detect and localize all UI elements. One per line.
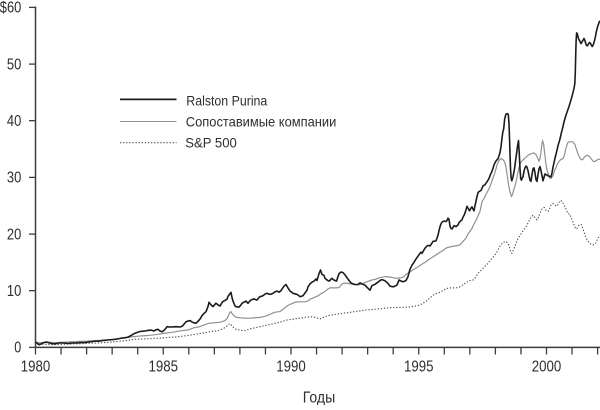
svg-text:Годы: Годы bbox=[303, 389, 336, 405]
svg-text:1995: 1995 bbox=[404, 359, 434, 376]
svg-text:1985: 1985 bbox=[148, 359, 178, 376]
svg-text:S&P 500: S&P 500 bbox=[185, 135, 237, 151]
svg-text:1980: 1980 bbox=[21, 359, 51, 376]
svg-text:20: 20 bbox=[7, 226, 21, 243]
svg-text:40: 40 bbox=[7, 113, 21, 130]
svg-text:$60: $60 bbox=[0, 0, 21, 17]
svg-text:30: 30 bbox=[7, 170, 21, 187]
svg-text:2000: 2000 bbox=[532, 359, 562, 376]
svg-text:1990: 1990 bbox=[276, 359, 306, 376]
svg-text:10: 10 bbox=[7, 283, 21, 300]
svg-text:Сопоставимые компании: Сопоставимые компании bbox=[186, 113, 336, 129]
svg-text:Ralston Purina: Ralston Purina bbox=[186, 93, 267, 109]
svg-text:50: 50 bbox=[7, 56, 21, 73]
svg-text:0: 0 bbox=[14, 340, 21, 357]
